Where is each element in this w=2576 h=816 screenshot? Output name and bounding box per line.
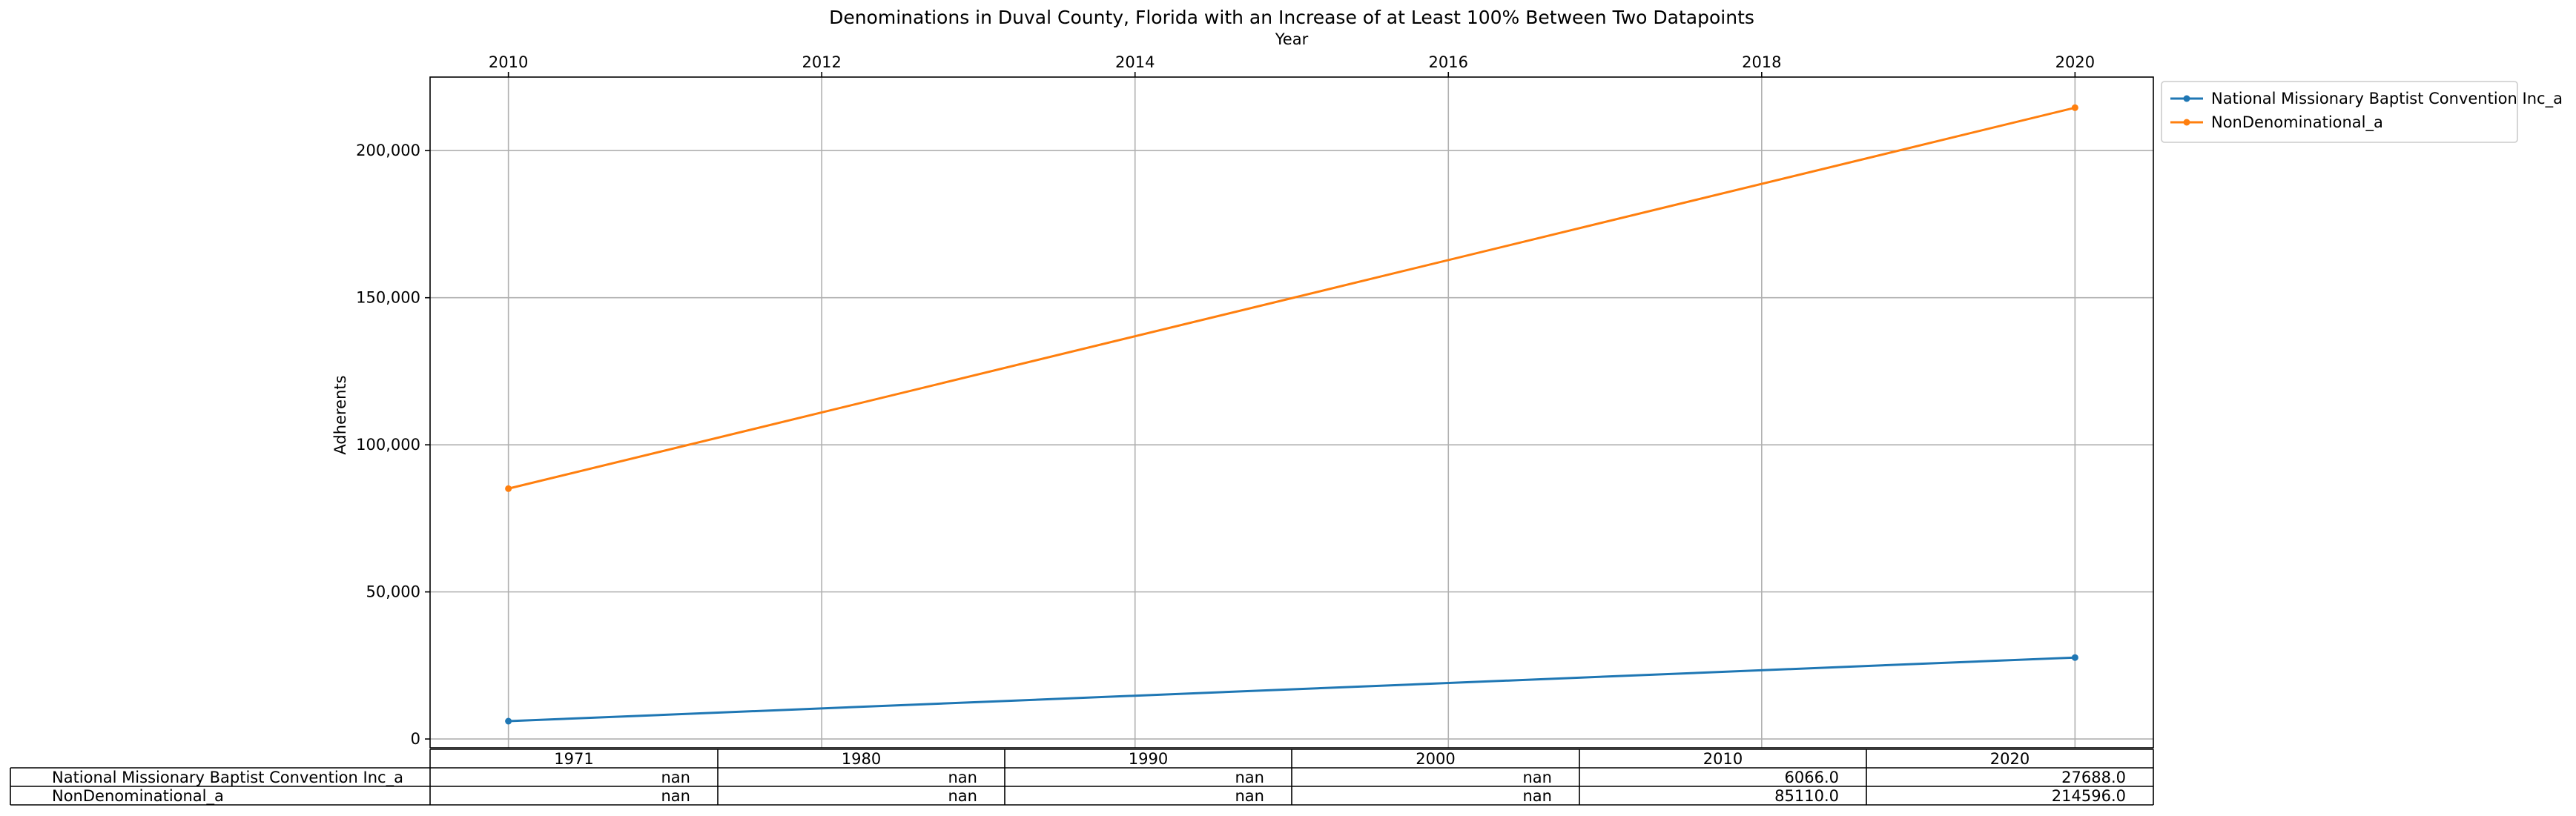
grid: [430, 77, 2153, 748]
table-column-header: 2010: [1703, 750, 1743, 768]
data-point: [505, 717, 512, 725]
y-axis-label: Adherents: [331, 375, 349, 454]
table-column-header: 2000: [1416, 750, 1455, 768]
table-cell: 27688.0: [2061, 769, 2126, 786]
table-column-header: 1980: [842, 750, 881, 768]
data-point: [2071, 104, 2078, 111]
legend-marker: [2183, 95, 2190, 102]
series-line-0: [508, 656, 2075, 723]
y-tick-label: 100,000: [356, 436, 420, 454]
y-tick-label: 0: [411, 730, 420, 748]
y-tick-label: 50,000: [366, 583, 420, 601]
legend-label: National Missionary Baptist Convention I…: [2211, 90, 2563, 108]
table-cell: nan: [661, 769, 691, 786]
table-cell: nan: [948, 787, 978, 805]
x-tick-label: 2020: [2055, 53, 2095, 71]
x-tick-label: 2012: [802, 53, 841, 71]
x-axis-ticks: 2010 2012 2014 2016 2018 2020: [489, 53, 2095, 77]
series-lines: [505, 104, 2078, 725]
x-tick-label: 2014: [1115, 53, 1155, 71]
y-tick-label: 200,000: [356, 142, 420, 159]
data-point: [505, 485, 512, 492]
table-cell: nan: [661, 787, 691, 805]
table-cell: nan: [948, 769, 978, 786]
table-cell: 85110.0: [1774, 787, 1839, 805]
legend-marker: [2183, 119, 2190, 126]
legend-label: NonDenominational_a: [2211, 113, 2383, 132]
plot-area-frame: [429, 76, 2154, 749]
table-row-label: NonDenominational_a: [52, 787, 224, 806]
table-column-header: 1990: [1129, 750, 1168, 768]
table-cell: nan: [1523, 787, 1553, 805]
x-axis-label: Year: [1275, 30, 1309, 48]
data-table: 1971 1980 1990 2000 2010 2020 National Mission…: [10, 749, 2154, 806]
table-row-label: National Missionary Baptist Convention I…: [52, 769, 403, 787]
data-point: [2071, 654, 2078, 661]
table-column-header: 2020: [1990, 750, 2030, 768]
table-cell: 6066.0: [1785, 769, 1839, 786]
x-tick-label: 2010: [489, 53, 528, 71]
chart-title: Denominations in Duval County, Florida w…: [829, 7, 1754, 28]
table-cell: nan: [1235, 787, 1265, 805]
table-cell: 214596.0: [2052, 787, 2126, 805]
table-cell: nan: [1523, 769, 1553, 786]
x-tick-label: 2018: [1742, 53, 1781, 71]
series-line-1: [508, 106, 2075, 490]
y-tick-label: 150,000: [356, 289, 420, 307]
legend: National Missionary Baptist Convention I…: [2161, 81, 2563, 143]
legend-box: [2161, 81, 2518, 143]
table-column-header: 1971: [554, 750, 593, 768]
y-axis-ticks: 0 50,000 100,000 150,000 200,000: [356, 142, 430, 748]
table-cell: nan: [1235, 769, 1265, 786]
x-tick-label: 2016: [1429, 53, 1468, 71]
